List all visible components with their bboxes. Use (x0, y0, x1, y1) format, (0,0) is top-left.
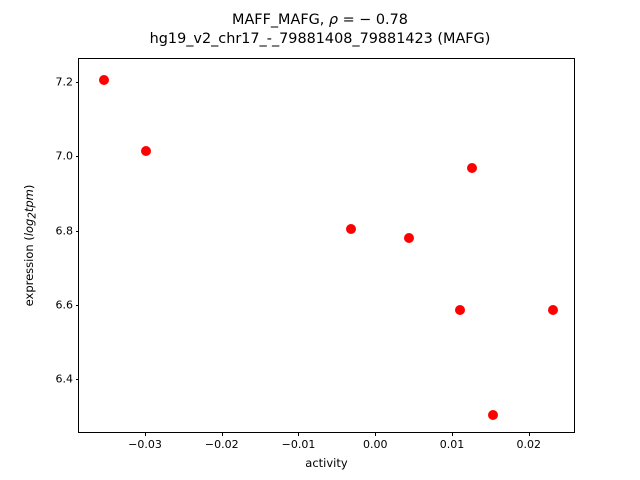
y-axis-tick-label: 7.2 (55, 75, 74, 89)
y-axis-tick-label: 6.8 (55, 224, 74, 238)
y-axis-tick (75, 82, 79, 84)
title-prefix: MAFF_MAFG, (232, 12, 329, 28)
title-suffix: = − 0.78 (338, 12, 408, 28)
y-axis-tick-label: 6.6 (55, 298, 74, 312)
ylabel-suffix: ) (22, 184, 36, 190)
data-point (454, 305, 465, 316)
plot-data-area (79, 59, 574, 432)
rho-symbol: ρ (328, 12, 339, 28)
y-axis-tick-label: 7.0 (55, 149, 74, 163)
ylabel-prefix: expression ( (22, 236, 36, 307)
x-axis-label: activity (305, 456, 348, 470)
y-axis-label: expression (log2tpm) (22, 58, 40, 433)
x-axis-tick-label: 0.02 (516, 438, 541, 451)
x-axis-tick (221, 432, 223, 436)
x-axis-tick (145, 432, 146, 436)
ylabel-log: log (22, 218, 36, 237)
x-axis-tick-label: −0.03 (128, 438, 162, 451)
y-axis-tick (75, 156, 79, 158)
x-axis-tick (528, 432, 530, 436)
x-axis-tick (298, 432, 300, 436)
data-point (466, 162, 477, 173)
ylabel-tpm: tpm (22, 189, 36, 213)
y-axis-tick-label: 6.4 (55, 372, 74, 386)
x-axis-tick (375, 432, 377, 436)
ylabel-subscript: 2 (27, 212, 39, 219)
x-axis-tick-label: 0.01 (439, 438, 465, 451)
chart-title-line-2: hg19_v2_chr17_-_79881408_79881423 (MAFG) (149, 31, 491, 47)
chart-title-line-1: MAFF_MAFG, ρ = − 0.78 (0, 11, 640, 30)
chart-title: MAFF_MAFG, ρ = − 0.78 hg19_v2_chr17_-_79… (0, 11, 640, 49)
x-axis-tick-label: −0.01 (281, 438, 316, 451)
data-point (99, 75, 110, 86)
data-point (487, 409, 498, 420)
data-point (345, 223, 356, 234)
y-axis-tick (75, 230, 79, 232)
x-axis-tick-label: −0.02 (204, 438, 239, 451)
x-axis-tick (451, 432, 453, 436)
data-point (140, 145, 151, 156)
data-point (404, 232, 414, 243)
x-axis-tick-label: 0.00 (362, 438, 388, 451)
y-axis-tick (75, 304, 79, 306)
y-axis-tick (75, 378, 79, 380)
plot-axes-frame: −0.03 −0.02 −0.01 0.00 0.01 0.02 6.4 6.6 6.8 7.0 7… (56, 58, 575, 451)
data-point (547, 305, 558, 316)
